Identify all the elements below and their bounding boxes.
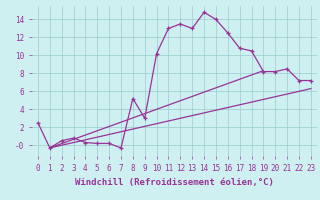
X-axis label: Windchill (Refroidissement éolien,°C): Windchill (Refroidissement éolien,°C): [75, 178, 274, 187]
